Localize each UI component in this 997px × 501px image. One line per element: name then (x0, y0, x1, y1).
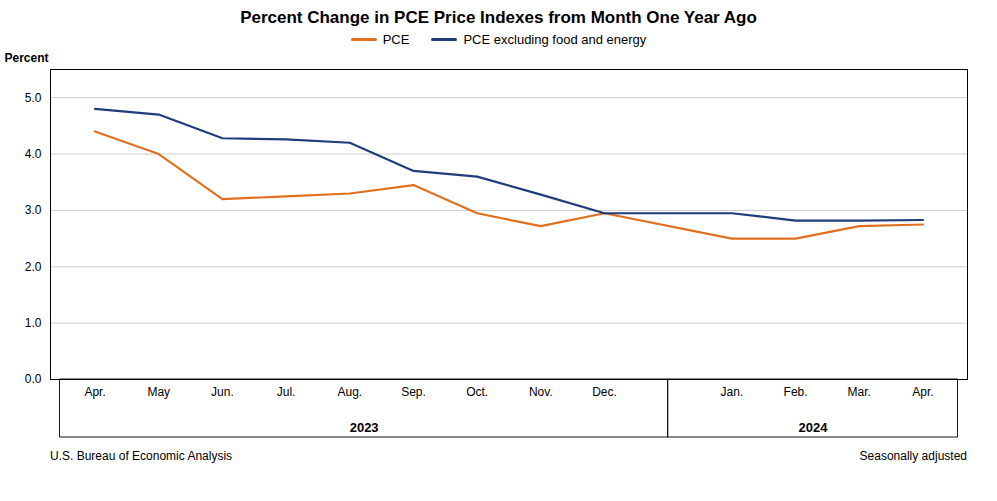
html-text:PCE excluding food and energy: PCE excluding food and energy (463, 32, 647, 47)
svg-text:3.0: 3.0 (25, 203, 42, 217)
svg-text:Jan.: Jan. (721, 385, 744, 399)
svg-text:Feb.: Feb. (784, 385, 808, 399)
svg-text:Apr.: Apr. (912, 385, 933, 399)
svg-text:Mar.: Mar. (848, 385, 871, 399)
html-text:Percent Change in PCE Price In: Percent Change in PCE Price Indexes from… (240, 8, 757, 27)
svg-text:Nov.: Nov. (529, 385, 553, 399)
svg-text:Aug.: Aug. (337, 385, 362, 399)
svg-text:May: May (147, 385, 170, 399)
svg-text:2.0: 2.0 (25, 260, 42, 274)
svg-text:Jun.: Jun. (211, 385, 234, 399)
svg-text:Oct.: Oct. (466, 385, 488, 399)
svg-text:4.0: 4.0 (25, 147, 42, 161)
svg-text:Jul.: Jul. (277, 385, 296, 399)
svg-text:5.0: 5.0 (25, 91, 42, 105)
svg-text:Sep.: Sep. (401, 385, 426, 399)
html-text:U.S. Bureau of Economic Analys: U.S. Bureau of Economic Analysis (50, 449, 233, 463)
svg-text:2024: 2024 (799, 420, 829, 435)
svg-text:Apr.: Apr. (84, 385, 105, 399)
html-text:PCE: PCE (382, 32, 410, 47)
svg-text:1.0: 1.0 (25, 316, 42, 330)
svg-text:0.0: 0.0 (25, 372, 42, 386)
html-text:Seasonally adjusted: Seasonally adjusted (859, 449, 967, 463)
svg-text:Percent: Percent (5, 51, 49, 65)
svg-text:Dec.: Dec. (592, 385, 617, 399)
svg-text:2023: 2023 (350, 420, 379, 435)
